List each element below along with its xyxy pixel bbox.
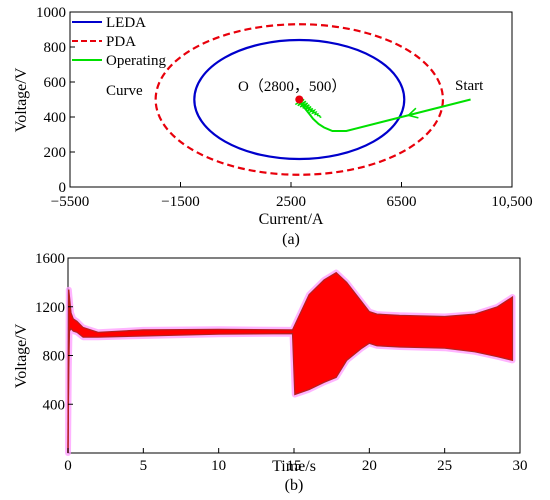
chart-a: −5500 −1500 2500 6500 10,500 0 200 400 600 800 10… <box>13 5 533 248</box>
legend-label-pda: PDA <box>106 34 136 50</box>
chart-b-x-tick-label: 5 <box>140 458 148 474</box>
chart-a-y-tick-label: 200 <box>44 145 67 161</box>
chart-b-x-tick-label: 10 <box>211 458 226 474</box>
series-voltage-startup-spike <box>67 289 70 454</box>
chart-b-x-tick-label: 15 <box>287 458 302 474</box>
operating-curve-oscillation <box>294 98 322 119</box>
chart-a-center-annotation: O（2800，500） <box>238 78 346 95</box>
chart-a-x-tick-label: 6500 <box>387 194 417 210</box>
chart-a-panel-label: (a) <box>282 231 300 248</box>
series-pda-ellipse <box>154 23 445 176</box>
chart-a-y-tick-label: 400 <box>44 110 67 126</box>
chart-b-x-axis-label: Time/s <box>272 458 316 475</box>
chart-a-x-tick-label: −1500 <box>161 194 199 210</box>
chart-a-y-tick-label: 600 <box>44 75 67 91</box>
legend-label-operating-line2: Curve <box>106 83 143 99</box>
chart-a-start-annotation: Start <box>455 78 484 94</box>
chart-a-y-tick-label: 800 <box>44 40 67 56</box>
chart-b-y-tick-label: 1600 <box>35 251 65 267</box>
chart-a-y-tick-label: 0 <box>59 180 67 196</box>
chart-a-x-axis-label: Current/A <box>259 211 324 228</box>
chart-b-y-axis-label: Voltage/V <box>13 323 30 388</box>
chart-a-y-axis-label: Voltage/V <box>13 67 30 132</box>
chart-b-x-tick-label: 0 <box>64 458 72 474</box>
chart-b-y-tick-label: 1200 <box>35 300 65 316</box>
legend-label-operating: Operating <box>106 53 166 69</box>
chart-b-x-tick-label: 20 <box>362 458 377 474</box>
chart-b-x-tick-label: 30 <box>513 458 528 474</box>
operating-curve-arrow <box>406 107 419 119</box>
series-leda-ellipse <box>193 38 406 161</box>
chart-b: 0 5 10 15 20 25 30 400 800 1200 1600 Time/s Volta… <box>13 251 528 494</box>
chart-a-x-tick-label: 2500 <box>276 194 306 210</box>
chart-b-x-tick-label: 25 <box>437 458 452 474</box>
chart-a-x-tick-label: −5500 <box>51 194 89 210</box>
chart-b-panel-label: (b) <box>285 477 304 494</box>
operating-point-marker <box>295 95 304 104</box>
chart-a-y-tick-label: 1000 <box>36 5 66 21</box>
chart-b-y-tick-label: 400 <box>43 397 66 413</box>
chart-b-y-tick-label: 800 <box>43 349 66 365</box>
chart-a-plot-area <box>69 11 513 188</box>
legend-label-leda: LEDA <box>106 15 146 31</box>
series-voltage-band <box>67 271 514 454</box>
chart-a-x-tick-label: 10,500 <box>491 194 532 210</box>
